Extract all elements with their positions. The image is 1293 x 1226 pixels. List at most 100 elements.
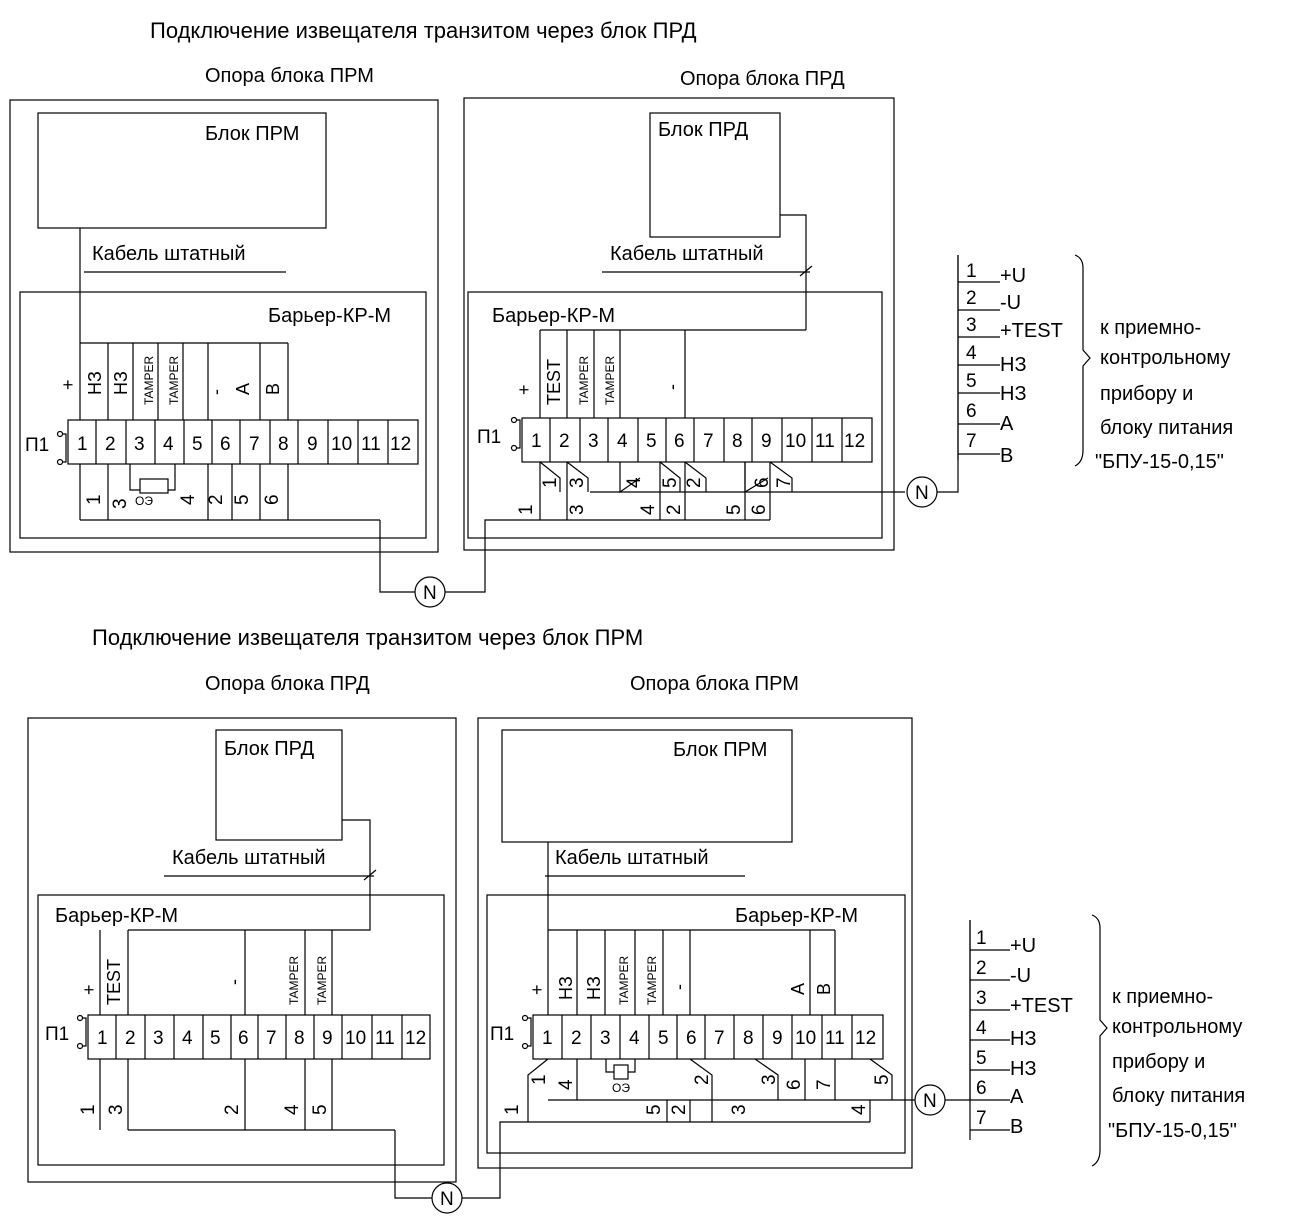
top-left-unit [37,112,327,229]
bottom-left-pin-columns: + TEST - TAMPER TAMPER [79,930,333,1015]
bottom-right-support [477,717,913,1169]
svg-text:прибору и: прибору и [1100,383,1193,405]
svg-text:TAMPER: TAMPER [617,956,631,1005]
svg-text:П1: П1 [490,1024,514,1045]
svg-text:5: 5 [192,434,203,455]
top-left-terminal-block: П1 1 2 3 4 5 6 7 8 9 10 11 12 [25,419,419,466]
svg-text:к приемно-: к приемно- [1112,986,1213,1008]
svg-text:TAMPER: TAMPER [603,356,617,405]
bottom-left-cable-label: Кабель штатный [172,847,326,869]
top-left-wiring: ОЭ 1 3 4 2 5 6 [79,464,415,593]
svg-text:П1: П1 [45,1024,69,1045]
svg-text:+U: +U [1010,935,1036,957]
svg-text:11: 11 [375,1028,395,1049]
svg-text:4: 4 [966,343,977,364]
svg-text:4: 4 [976,1018,987,1039]
svg-text:1: 1 [966,261,977,282]
svg-text:5: 5 [976,1048,987,1069]
svg-text:+TEST: +TEST [1010,995,1073,1017]
svg-text:2: 2 [222,1104,243,1115]
svg-text:контрольному: контрольному [1100,347,1230,369]
svg-text:1: 1 [976,928,987,949]
svg-text:3: 3 [567,477,588,488]
svg-text:1: 1 [531,431,542,452]
svg-text:2: 2 [105,434,116,455]
svg-text:4: 4 [629,1028,640,1049]
svg-text:3: 3 [110,498,131,509]
svg-text:+TEST: +TEST [1000,320,1063,342]
svg-text:4: 4 [163,434,174,455]
svg-text:4: 4 [556,1079,577,1090]
svg-text:4: 4 [282,1104,303,1115]
svg-text:-: - [224,979,244,985]
svg-text:11: 11 [825,1028,845,1049]
svg-text:TAMPER: TAMPER [645,956,659,1005]
svg-text:5: 5 [646,431,657,452]
svg-text:блоку питания: блоку питания [1100,417,1233,439]
svg-text:3: 3 [759,1074,780,1085]
svg-text:3: 3 [588,431,599,452]
svg-text:контрольному: контрольному [1112,1016,1242,1038]
top-left-barrier-label: Барьер-КР-М [268,305,391,327]
svg-text:1: 1 [78,1104,99,1115]
svg-text:+: + [79,984,99,995]
svg-text:5: 5 [724,504,745,515]
svg-text:B: B [1010,1116,1023,1138]
top-right-barrier-label: Барьер-КР-М [492,305,615,327]
svg-text:5: 5 [658,1028,669,1049]
svg-text:1: 1 [77,434,88,455]
top-wire-legend: 1 2 3 4 5 6 7 +U -U +TEST НЗ НЗ A B к пр… [957,254,1233,473]
top-left-unit-label: Блок ПРМ [205,123,299,145]
svg-text:2: 2 [976,958,987,979]
bottom-right-support-label: Опора блока ПРМ [630,673,799,695]
svg-text:10: 10 [345,1028,366,1049]
svg-text:-U: -U [1000,292,1021,314]
svg-text:A: A [1000,413,1014,435]
svg-text:1: 1 [516,504,537,515]
bottom-title: Подключение извещателя транзитом через б… [92,625,643,650]
top-right-terminal-block: П1 1 2 3 4 5 6 7 8 9 10 11 12 [477,416,873,463]
svg-text:B: B [1000,445,1013,467]
bottom-wire-legend: 1 2 3 4 5 6 7 +U -U +TEST НЗ НЗ A B к пр… [969,914,1245,1167]
bottom-left-wiring: 1 3 2 4 5 [78,1059,432,1199]
svg-text:12: 12 [844,431,865,452]
top-node-label: N [423,583,437,604]
svg-text:8: 8 [732,431,743,452]
bottom-right-barrier-label: Барьер-КР-М [735,905,858,927]
svg-text:TAMPER: TAMPER [315,956,329,1005]
top-right-unit [649,112,781,238]
svg-text:2: 2 [571,1028,582,1049]
bottom-right-cable-label: Кабель штатный [555,847,709,869]
svg-text:11: 11 [815,431,835,452]
svg-text:-U: -U [1010,965,1031,987]
svg-text:+U: +U [1000,265,1026,287]
svg-text:7: 7 [714,1028,725,1049]
svg-text:3: 3 [976,988,987,1009]
svg-text:10: 10 [785,431,806,452]
svg-text:5: 5 [310,1104,331,1115]
svg-text:1: 1 [84,494,105,505]
svg-text:6: 6 [686,1028,697,1049]
svg-text:7: 7 [703,431,714,452]
top-left-barrier [19,291,427,539]
svg-text:-: - [662,384,682,390]
svg-text:НЗ: НЗ [556,976,576,1000]
svg-text:7: 7 [976,1108,987,1129]
bottom-left-unit-label: Блок ПРД [224,738,315,760]
svg-text:10: 10 [331,434,352,455]
svg-text:"БПУ-15-0,15": "БПУ-15-0,15" [1095,451,1224,473]
svg-text:8: 8 [294,1028,305,1049]
svg-text:НЗ: НЗ [584,976,604,1000]
svg-text:6: 6 [262,494,283,505]
bottom-node-label: N [440,1189,454,1210]
bottom-left-support [27,717,457,1183]
svg-text:3: 3 [153,1028,164,1049]
svg-text:3: 3 [729,1104,750,1115]
svg-text:6: 6 [238,1028,249,1049]
svg-text:TAMPER: TAMPER [577,356,591,405]
svg-text:6: 6 [784,1079,805,1090]
top-right-barrier [467,291,883,539]
svg-text:П1: П1 [25,435,49,456]
svg-text:A: A [233,383,253,395]
svg-text:НЗ: НЗ [1000,383,1027,405]
